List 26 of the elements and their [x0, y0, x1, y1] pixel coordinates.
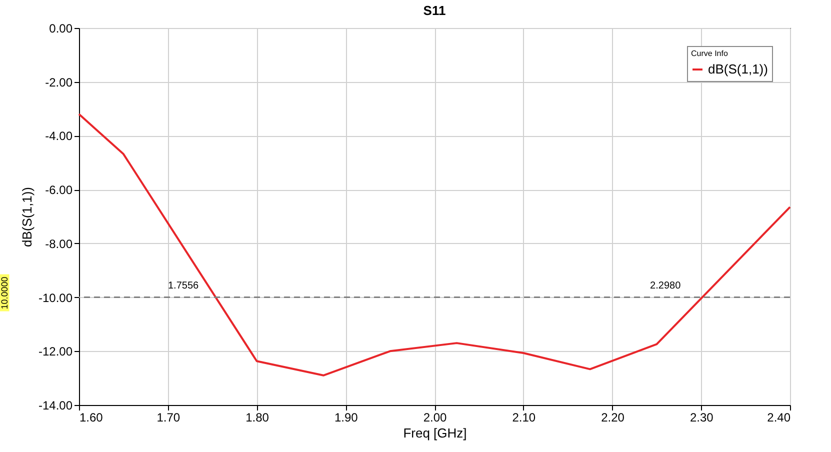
x-tick-label: 1.90: [334, 410, 358, 424]
y-tick-label: -10.00: [38, 290, 73, 305]
x-tick-label: 1.60: [80, 410, 104, 424]
line-series: [78, 113, 791, 376]
annotation: 1.7556: [168, 280, 200, 292]
x-tick-label: 2.40: [767, 410, 791, 424]
y-tick-label: -4.00: [45, 129, 73, 144]
x-tick-label: 2.30: [690, 410, 714, 424]
legend-label: dB(S(1,1)): [708, 62, 768, 76]
annotation: 2.2980: [650, 280, 682, 292]
chart-title: S11: [423, 3, 446, 18]
text: 10.0000: [0, 274, 10, 312]
x-tick-label: 1.70: [156, 410, 180, 424]
x-tick-label: 2.10: [512, 410, 536, 424]
x-tick-label: 1.80: [246, 410, 270, 424]
y-tick-label: 0.00: [49, 22, 73, 36]
x-tick-label: 2.00: [423, 410, 447, 424]
y-tick-label: -12.00: [38, 344, 73, 359]
y-tick-label: -8.00: [45, 236, 73, 251]
x-axis-title: Freq [GHz]: [403, 426, 467, 440]
y-tick-label: -6.00: [45, 183, 73, 198]
y-tick-label: -2.00: [45, 75, 73, 90]
y-axis-title: dB(S(1,1)): [19, 187, 34, 247]
y-tick-label: -14.00: [38, 398, 73, 412]
x-tick-label: 2.20: [601, 410, 625, 424]
legend-title: Curve Info: [691, 49, 728, 58]
